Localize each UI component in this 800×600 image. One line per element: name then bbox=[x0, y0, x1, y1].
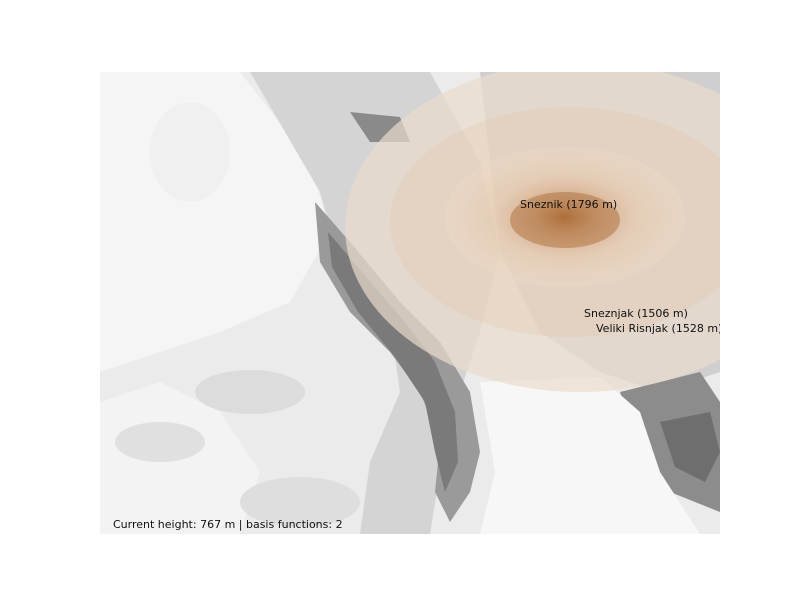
terrain-darkest-ridge bbox=[328, 232, 458, 492]
terrain-map-canvas: Sneznik (1796 m) Sneznjak (1506 m) Velik… bbox=[100, 72, 720, 534]
peak-label-sneznjak: Sneznjak (1506 m) bbox=[584, 307, 688, 320]
peak-label-veliki-risnjak: Veliki Risnjak (1528 m) bbox=[596, 322, 720, 335]
status-line: Current height: 767 m | basis functions:… bbox=[113, 518, 343, 531]
terrain-darkest-patch-southeast bbox=[660, 412, 720, 482]
bump-overlay-inner bbox=[445, 147, 685, 287]
terrain-patch bbox=[240, 477, 360, 527]
terrain-patch bbox=[150, 102, 230, 202]
peak-label-sneznik: Sneznik (1796 m) bbox=[520, 198, 617, 211]
terrain-patch bbox=[195, 370, 305, 414]
terrain-valley-south bbox=[480, 377, 700, 534]
terrain-patch bbox=[115, 422, 205, 462]
terrain-map[interactable]: Sneznik (1796 m) Sneznjak (1506 m) Velik… bbox=[100, 72, 720, 534]
bump-overlay-core bbox=[510, 192, 620, 248]
